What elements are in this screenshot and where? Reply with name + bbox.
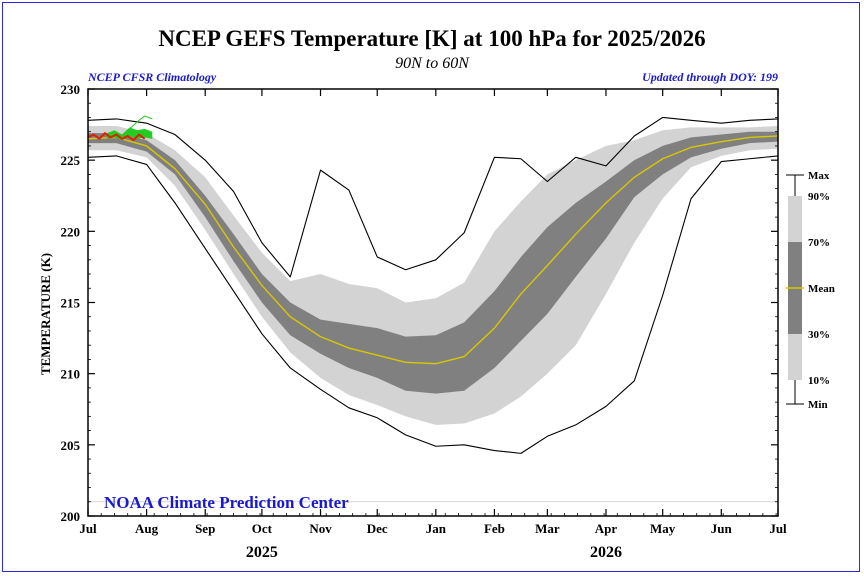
update-note: Updated through DOY: 199 — [642, 70, 778, 84]
y-tick-label-225: 225 — [61, 153, 81, 168]
y-tick-label-205: 205 — [61, 438, 81, 453]
chart-legend: Max 90% 70% Mean 30% 10% Min — [786, 170, 835, 411]
x-tick-label-aug: Aug — [135, 521, 159, 536]
legend-label-30pct: 30% — [808, 329, 830, 341]
x-tick-label-jul: Jul — [79, 521, 97, 536]
plot-area: 200 205 210 215 220 225 230 Jul Aug Sep Oct Nov Dec J… — [61, 82, 788, 561]
y-tick-label-230: 230 — [61, 82, 81, 97]
x-tick-label-feb: Feb — [484, 521, 505, 536]
y-axis-label: TEMPERATURE (K) — [38, 253, 53, 375]
legend-label-10pct: 10% — [808, 375, 830, 387]
year-label-2025: 2025 — [246, 544, 278, 561]
x-tick-label-jan: Jan — [426, 521, 447, 536]
legend-label-mean: Mean — [808, 283, 835, 295]
observed-line — [87, 132, 146, 142]
forecast-outlier-line — [129, 115, 153, 130]
chart-subtitle: 90N to 60N — [395, 55, 470, 72]
y-tick-label-215: 215 — [61, 296, 81, 311]
climatology-note: NCEP CFSR Climatology — [87, 70, 217, 84]
year-label-2026: 2026 — [590, 544, 622, 561]
x-tick-label-jun: Jun — [711, 521, 733, 536]
band-30-70 — [88, 131, 778, 394]
x-tick-label-sep: Sep — [195, 521, 215, 536]
x-tick-label-oct: Oct — [252, 521, 273, 536]
legend-label-min: Min — [808, 399, 828, 411]
min-line — [87, 155, 779, 454]
x-tick-label-dec: Dec — [367, 521, 388, 536]
mean-line — [87, 135, 779, 365]
legend-band-lower — [788, 334, 802, 380]
legend-label-90pct: 90% — [808, 191, 830, 203]
x-tick-label-nov: Nov — [309, 521, 332, 536]
x-tick-label-jul: Jul — [769, 521, 787, 536]
max-line — [87, 116, 779, 278]
legend-label-max: Max — [808, 170, 830, 182]
y-tick-label-210: 210 — [61, 367, 81, 382]
x-tick-label-apr: Apr — [595, 521, 618, 536]
legend-band-upper — [788, 196, 802, 242]
x-tick-label-mar: Mar — [535, 521, 560, 536]
chart-title: NCEP GEFS Temperature [K] at 100 hPa for… — [158, 26, 705, 51]
y-tick-label-220: 220 — [61, 224, 81, 239]
credit-text: NOAA Climate Prediction Center — [104, 493, 349, 512]
legend-label-70pct: 70% — [808, 237, 830, 249]
y-tick-label-200: 200 — [61, 509, 81, 524]
x-tick-label-may: May — [650, 521, 676, 536]
